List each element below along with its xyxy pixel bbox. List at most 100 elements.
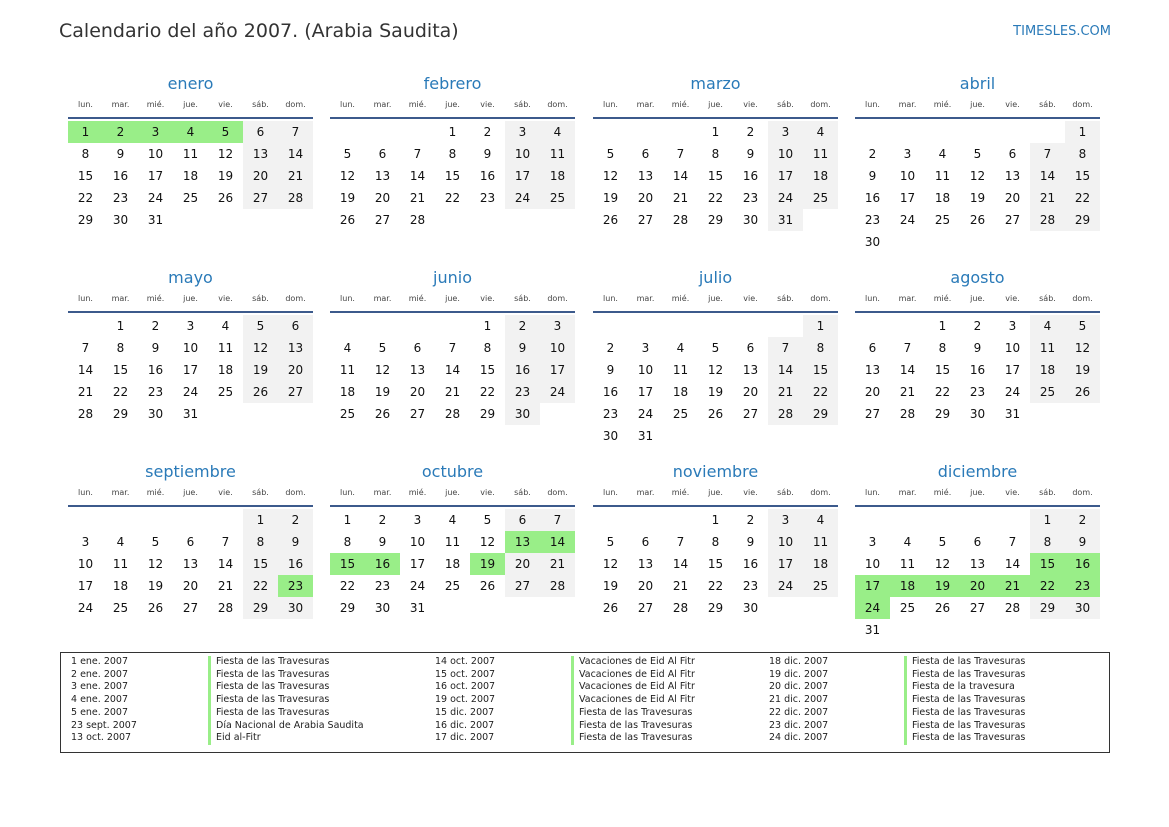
day-cell[interactable]: 7	[413, 147, 422, 161]
day-cell[interactable]: 1	[711, 125, 720, 139]
day-cell[interactable]: 28	[444, 407, 461, 421]
day-cell[interactable]: 20	[742, 385, 759, 399]
day-cell[interactable]: 16	[112, 169, 129, 183]
day-cell[interactable]: 16	[1065, 553, 1100, 575]
day-cell[interactable]: 30	[147, 407, 164, 421]
day-cell[interactable]: 26	[374, 407, 391, 421]
day-cell[interactable]: 16	[742, 557, 759, 571]
day-cell[interactable]: 12	[217, 147, 234, 161]
day-cell[interactable]: 18	[217, 363, 234, 377]
day-cell[interactable]: 2	[278, 509, 313, 531]
day-cell[interactable]: 12	[707, 363, 724, 377]
day-cell[interactable]: 14	[409, 169, 426, 183]
day-cell[interactable]: 4	[938, 147, 947, 161]
day-cell[interactable]: 27	[374, 213, 391, 227]
day-cell[interactable]: 11	[182, 147, 199, 161]
day-cell[interactable]: 21	[1030, 187, 1065, 209]
day-cell[interactable]: 18	[934, 191, 951, 205]
day-cell[interactable]: 10	[505, 143, 540, 165]
day-cell[interactable]: 18	[672, 385, 689, 399]
day-cell[interactable]: 22	[444, 191, 461, 205]
day-cell[interactable]: 13	[969, 557, 986, 571]
day-cell[interactable]: 1	[243, 509, 278, 531]
day-cell[interactable]: 23	[147, 385, 164, 399]
day-cell[interactable]: 23	[742, 579, 759, 593]
day-cell[interactable]: 17	[540, 359, 575, 381]
day-cell[interactable]: 9	[278, 531, 313, 553]
day-cell[interactable]: 29	[243, 597, 278, 619]
day-cell[interactable]: 13	[637, 169, 654, 183]
day-cell[interactable]: 30	[112, 213, 129, 227]
day-cell[interactable]: 3	[138, 121, 173, 143]
day-cell[interactable]: 9	[378, 535, 387, 549]
day-cell[interactable]: 21	[77, 385, 94, 399]
day-cell[interactable]: 9	[483, 147, 492, 161]
day-cell[interactable]: 25	[540, 187, 575, 209]
day-cell[interactable]: 3	[903, 147, 912, 161]
day-cell[interactable]: 7	[676, 147, 685, 161]
day-cell[interactable]: 23	[742, 191, 759, 205]
day-cell[interactable]: 22	[112, 385, 129, 399]
day-cell[interactable]: 20	[637, 191, 654, 205]
day-cell[interactable]: 24	[182, 385, 199, 399]
day-cell[interactable]: 17	[505, 165, 540, 187]
day-cell[interactable]: 7	[81, 341, 90, 355]
day-cell[interactable]: 9	[151, 341, 160, 355]
day-cell[interactable]: 5	[1065, 315, 1100, 337]
day-cell[interactable]: 7	[1008, 535, 1017, 549]
day-cell[interactable]: 9	[973, 341, 982, 355]
day-cell[interactable]: 13	[742, 363, 759, 377]
day-cell[interactable]: 28	[1004, 601, 1021, 615]
day-cell[interactable]: 7	[540, 509, 575, 531]
day-cell[interactable]: 19	[969, 191, 986, 205]
day-cell[interactable]: 1	[938, 319, 947, 333]
day-cell[interactable]: 18	[339, 385, 356, 399]
day-cell[interactable]: 30	[374, 601, 391, 615]
day-cell[interactable]: 3	[641, 341, 650, 355]
day-cell[interactable]: 5	[208, 121, 243, 143]
day-cell[interactable]: 26	[147, 601, 164, 615]
brand-link[interactable]: TIMESLES.COM	[1013, 24, 1111, 39]
day-cell[interactable]: 8	[81, 147, 90, 161]
day-cell[interactable]: 21	[278, 165, 313, 187]
day-cell[interactable]: 8	[1065, 143, 1100, 165]
day-cell[interactable]: 16	[479, 169, 496, 183]
day-cell[interactable]: 24	[540, 381, 575, 403]
day-cell[interactable]: 7	[448, 341, 457, 355]
day-cell[interactable]: 17	[855, 575, 890, 597]
day-cell[interactable]: 19	[1065, 359, 1100, 381]
day-cell[interactable]: 2	[746, 513, 755, 527]
day-cell[interactable]: 5	[483, 513, 492, 527]
day-cell[interactable]: 8	[243, 531, 278, 553]
day-cell[interactable]: 31	[409, 601, 426, 615]
day-cell[interactable]: 11	[540, 143, 575, 165]
day-cell[interactable]: 7	[1030, 143, 1065, 165]
day-cell[interactable]: 14	[672, 169, 689, 183]
day-cell[interactable]: 2	[973, 319, 982, 333]
day-cell[interactable]: 11	[803, 143, 838, 165]
day-cell[interactable]: 16	[602, 385, 619, 399]
day-cell[interactable]: 28	[409, 213, 426, 227]
day-cell[interactable]: 14	[1030, 165, 1065, 187]
day-cell[interactable]: 12	[339, 169, 356, 183]
day-cell[interactable]: 23	[864, 213, 881, 227]
day-cell[interactable]: 10	[864, 557, 881, 571]
day-cell[interactable]: 13	[409, 363, 426, 377]
day-cell[interactable]: 15	[934, 363, 951, 377]
day-cell[interactable]: 27	[505, 575, 540, 597]
day-cell[interactable]: 24	[505, 187, 540, 209]
day-cell[interactable]: 3	[186, 319, 195, 333]
day-cell[interactable]: 21	[540, 553, 575, 575]
day-cell[interactable]: 4	[1030, 315, 1065, 337]
day-cell[interactable]: 31	[637, 429, 654, 443]
day-cell[interactable]: 23	[479, 191, 496, 205]
day-cell[interactable]: 3	[768, 121, 803, 143]
day-cell[interactable]: 19	[602, 191, 619, 205]
day-cell[interactable]: 31	[147, 213, 164, 227]
day-cell[interactable]: 15	[707, 169, 724, 183]
day-cell[interactable]: 13	[864, 363, 881, 377]
day-cell[interactable]: 2	[746, 125, 755, 139]
day-cell[interactable]: 27	[969, 601, 986, 615]
day-cell[interactable]: 11	[217, 341, 234, 355]
day-cell[interactable]: 23	[1065, 575, 1100, 597]
